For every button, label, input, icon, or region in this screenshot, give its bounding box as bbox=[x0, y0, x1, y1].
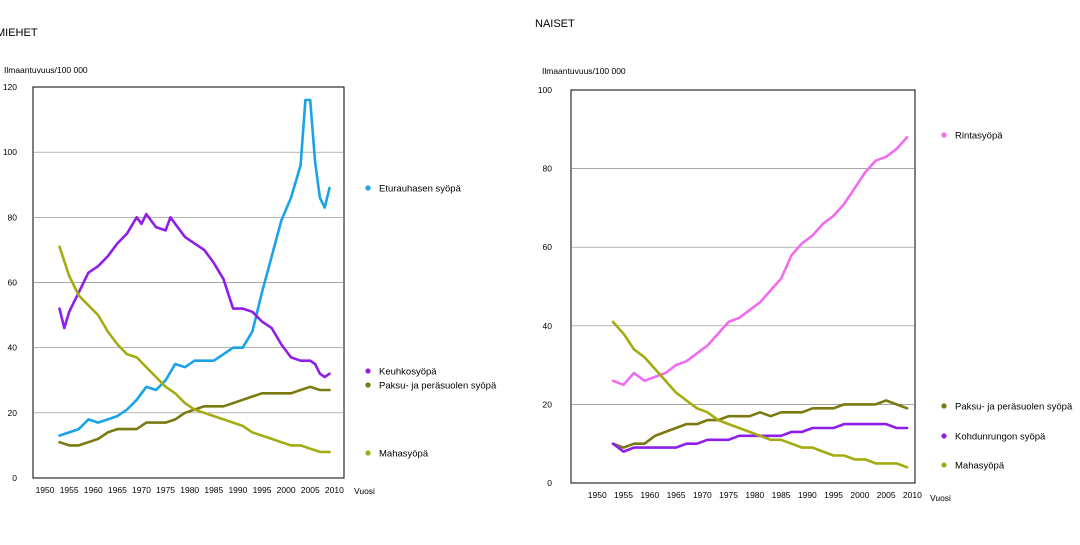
x-tick-label: 1980 bbox=[745, 490, 764, 500]
x-tick-label: 2000 bbox=[277, 485, 296, 495]
x-tick-label: 1970 bbox=[132, 485, 151, 495]
legend-label: Paksu- ja peräsuolen syöpä bbox=[955, 402, 1073, 413]
y-tick-label: 20 bbox=[543, 399, 553, 409]
legend-marker bbox=[941, 132, 947, 138]
x-tick-label: 1955 bbox=[614, 490, 633, 500]
y-axis-label: Ilmaantuvuus/100 000 bbox=[4, 65, 88, 75]
x-tick-labels: 1950 1955 1960 1965 1970 1975 1980 1985 1990 1995… bbox=[36, 485, 344, 495]
y-tick-label: 40 bbox=[543, 321, 553, 331]
x-tick-label: 1975 bbox=[719, 490, 738, 500]
y-axis-label: Ilmaantuvuus/100 000 bbox=[542, 66, 626, 76]
legend-marker bbox=[941, 433, 947, 439]
y-tick-label: 60 bbox=[543, 242, 553, 252]
legend: Rintasyöpä Paksu- ja peräsuolen syöpä Kohd… bbox=[941, 131, 1073, 472]
x-tick-label: 1985 bbox=[204, 485, 223, 495]
x-tick-label: 1975 bbox=[156, 485, 175, 495]
y-tick-label: 20 bbox=[8, 408, 18, 418]
series-line bbox=[58, 98, 331, 437]
legend-label: Paksu- ja peräsuolen syöpä bbox=[379, 381, 497, 392]
chart-title: NAISET bbox=[535, 18, 575, 30]
y-tick-label: 0 bbox=[547, 478, 552, 488]
plot-frame bbox=[570, 89, 916, 484]
x-tick-label: 1950 bbox=[588, 490, 607, 500]
men-chart: MIEHET Ilmaantuvuus/100 000 0 20 40 60 80 100… bbox=[0, 27, 497, 496]
x-tick-label: 1980 bbox=[180, 485, 199, 495]
x-tick-label: 2005 bbox=[301, 485, 320, 495]
x-tick-label: 1960 bbox=[84, 485, 103, 495]
y-tick-labels: 0 20 40 60 80 100 120 bbox=[3, 82, 17, 483]
x-tick-label: 2010 bbox=[903, 490, 922, 500]
series-line bbox=[611, 399, 909, 449]
women-chart: NAISET Ilmaantuvuus/100 000 0 20 40 60 80 100… bbox=[535, 18, 1073, 503]
series-lines bbox=[58, 98, 331, 454]
y-tick-labels: 0 20 40 60 80 100 bbox=[538, 85, 552, 488]
series-line bbox=[611, 422, 909, 453]
y-tick-label: 100 bbox=[538, 85, 552, 95]
x-tick-label: 2000 bbox=[850, 490, 869, 500]
series-line bbox=[58, 245, 331, 454]
y-tick-label: 80 bbox=[543, 164, 553, 174]
legend-marker bbox=[941, 462, 947, 468]
x-tick-label: 1985 bbox=[772, 490, 791, 500]
x-tick-label: 2005 bbox=[877, 490, 896, 500]
y-tick-label: 0 bbox=[12, 473, 17, 483]
grid-lines bbox=[33, 151, 344, 414]
series-line bbox=[58, 385, 331, 447]
x-tick-label: 1950 bbox=[36, 485, 55, 495]
x-tick-label: 1960 bbox=[640, 490, 659, 500]
x-tick-label: 1995 bbox=[253, 485, 272, 495]
legend-marker bbox=[941, 403, 947, 409]
x-tick-label: 2010 bbox=[325, 485, 344, 495]
series-line bbox=[611, 135, 909, 387]
y-tick-label: 40 bbox=[8, 343, 18, 353]
legend-label: Eturauhasen syöpä bbox=[379, 184, 462, 195]
legend-label: Mahasyöpä bbox=[379, 449, 429, 460]
series-line bbox=[611, 320, 909, 469]
x-tick-label: 1955 bbox=[60, 485, 79, 495]
x-tick-label: 1995 bbox=[824, 490, 843, 500]
x-tick-label: 1970 bbox=[693, 490, 712, 500]
legend-marker bbox=[365, 185, 371, 191]
legend: Eturauhasen syöpä Keuhkosyöpä Paksu- ja pe… bbox=[365, 184, 497, 460]
legend-marker bbox=[365, 382, 371, 388]
grid-lines bbox=[571, 168, 915, 405]
series-lines bbox=[611, 135, 909, 469]
y-tick-label: 120 bbox=[3, 82, 17, 92]
series-line bbox=[58, 212, 331, 379]
x-tick-label: 1990 bbox=[228, 485, 247, 495]
x-tick-label: 1965 bbox=[667, 490, 686, 500]
x-tick-label: 1990 bbox=[798, 490, 817, 500]
x-tick-label: 1965 bbox=[108, 485, 127, 495]
chart-title: MIEHET bbox=[0, 27, 38, 39]
legend-label: Rintasyöpä bbox=[955, 131, 1003, 142]
x-tick-labels: 1950 1955 1960 1965 1970 1975 1980 1985 1990 1995… bbox=[588, 490, 922, 500]
legend-label: Kohdunrungon syöpä bbox=[955, 432, 1046, 443]
legend-marker bbox=[365, 368, 371, 374]
y-tick-label: 100 bbox=[3, 147, 17, 157]
legend-label: Mahasyöpä bbox=[955, 461, 1005, 472]
y-tick-label: 60 bbox=[8, 278, 18, 288]
legend-label: Keuhkosyöpä bbox=[379, 367, 437, 378]
x-axis-label: Vuosi bbox=[354, 486, 375, 496]
y-tick-label: 80 bbox=[8, 212, 18, 222]
legend-marker bbox=[365, 450, 371, 456]
x-axis-label: Vuosi bbox=[930, 493, 951, 503]
